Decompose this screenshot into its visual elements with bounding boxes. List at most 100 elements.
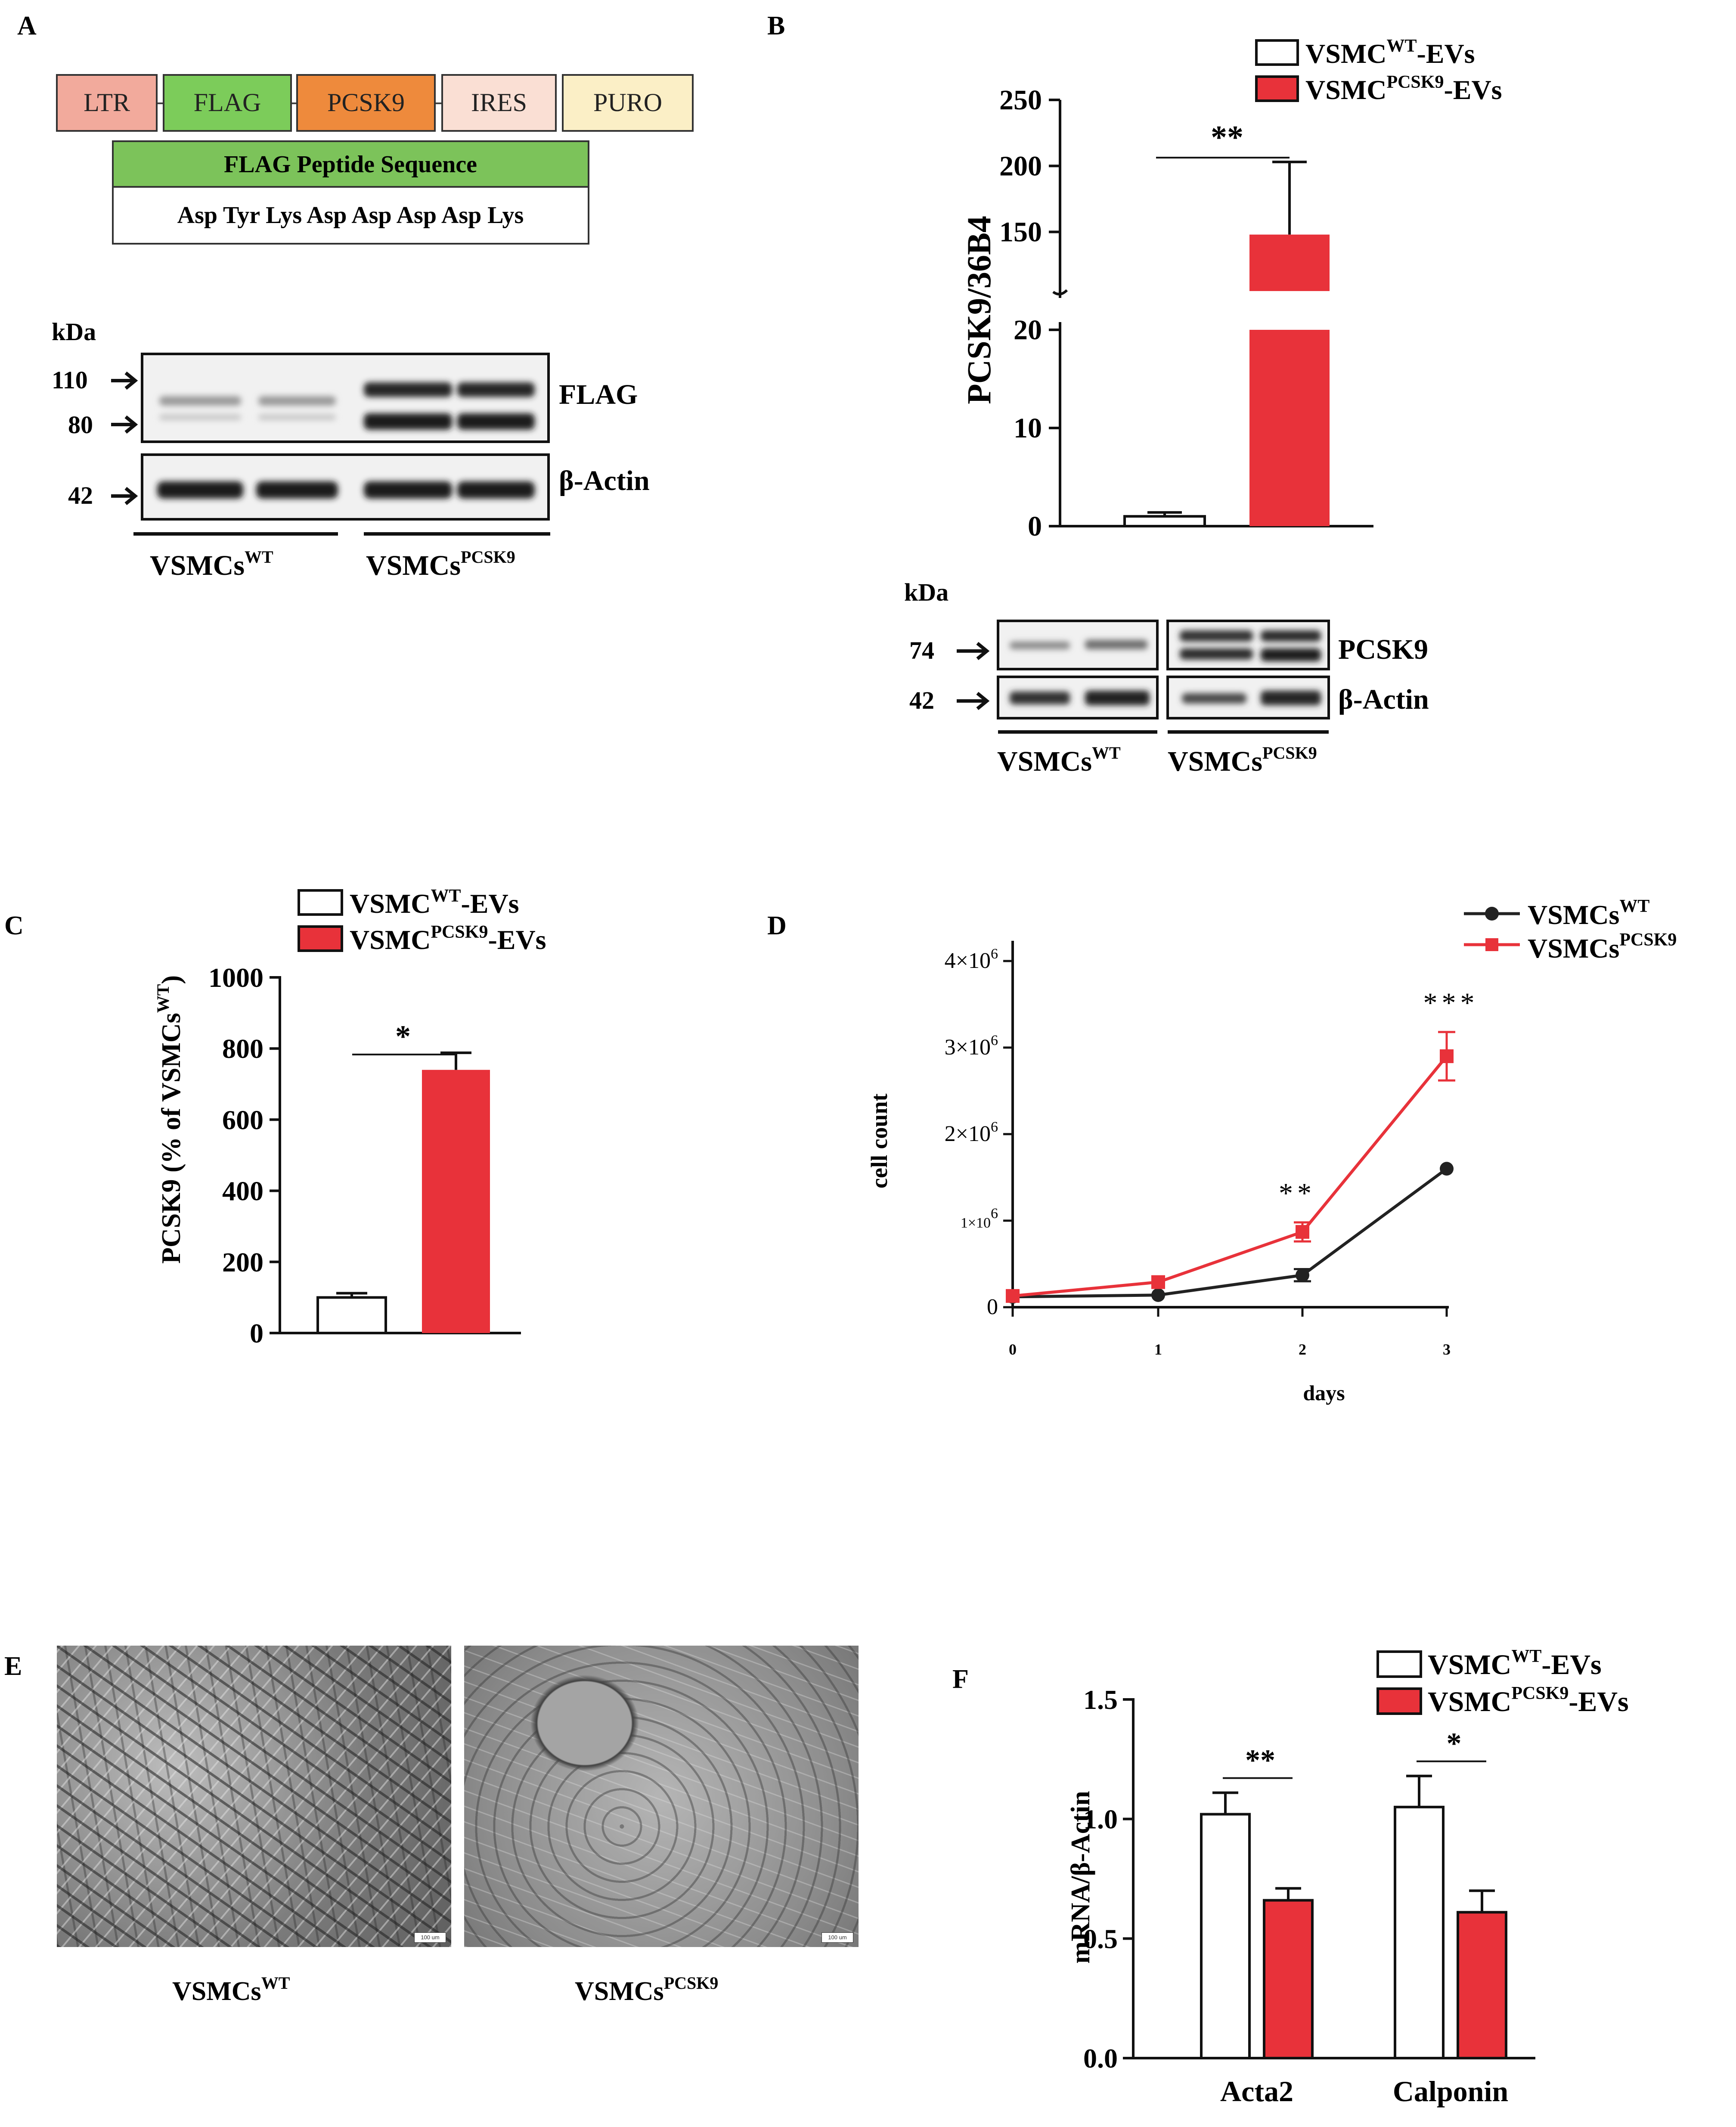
construct-segment-puro <box>562 74 694 132</box>
chart-b-bar-pcsk9-lower <box>1249 330 1330 526</box>
chart-d-ytick-label: 4×106 <box>945 946 998 973</box>
legend-c-swatch-pcsk9 <box>298 925 343 952</box>
construct-segment-pcsk9 <box>296 74 436 132</box>
chart-b-ylabel: PCSK9/36B4 <box>960 216 998 404</box>
chart-d-point-pcsk9 <box>1006 1289 1020 1303</box>
marker-arrows <box>111 371 138 505</box>
panel-label-a: A <box>17 11 37 40</box>
chart-d-point-pcsk9 <box>1440 1049 1454 1064</box>
chart-f: VSMCWT-EVs VSMCPCSK9-EVs mRNA/β-Actin 0.… <box>1066 1646 1629 2108</box>
chart-d-significance: ** <box>1279 1178 1316 1209</box>
panel-label-e: E <box>4 1652 22 1681</box>
chart-c-tick-label: 200 <box>222 1247 264 1277</box>
marker-arrows-b <box>957 642 990 710</box>
peptide-title: FLAG Peptide Sequence <box>224 151 477 178</box>
panel-label-b: B <box>767 11 785 40</box>
chart-f-tick-label: 1.0 <box>1083 1804 1118 1835</box>
chart-d-point-pcsk9 <box>1151 1275 1165 1289</box>
chart-d-xtick-label: 0 <box>1009 1341 1017 1358</box>
chart-c-bar-wt <box>316 1296 387 1334</box>
panel-label-c: C <box>4 911 24 940</box>
peptide-sequence: Asp Tyr Lys Asp Asp Asp Asp Lys <box>177 202 524 229</box>
chart-d-significance: *** <box>1423 987 1479 1019</box>
group-b-pcsk9: VSMCsPCSK9 <box>1168 743 1317 777</box>
marker-110: 110 <box>52 366 88 394</box>
legend-f-label-wt: VSMCWT-EVs <box>1428 1646 1602 1681</box>
legend-c-swatch-wt <box>298 889 343 916</box>
chart-b-tick-label: 200 <box>999 150 1042 182</box>
western-blot-b: kDa 74 42 PCSK9 β-Actin VSMCsWT VSMCsPCS… <box>904 578 1429 777</box>
chart-f-bar-acta2-pcsk9 <box>1263 1899 1314 2059</box>
group-b-wt: VSMCsWT <box>997 743 1121 777</box>
scale-bar-pcsk9: 100 um <box>822 1932 853 1943</box>
chart-d-ylabel: cell count <box>866 1094 892 1188</box>
construct-segment-ltr <box>56 74 158 132</box>
legend-d-label-wt: VSMCsWT <box>1528 896 1649 930</box>
panel-label-d: D <box>767 911 787 940</box>
western-blot-a: kDa 110 80 42 FLAG β-Actin VSMC <box>52 318 650 581</box>
chart-d-ytick-label: 1×106 <box>961 1206 998 1231</box>
kda-label: kDa <box>52 318 96 346</box>
chart-b-tick-label: 150 <box>999 217 1042 248</box>
chart-b-tick-label: 20 <box>1014 314 1042 346</box>
chart-f-tick-label: 1.5 <box>1083 1684 1118 1715</box>
blot-b-label-pcsk9: PCSK9 <box>1338 634 1428 665</box>
legend-d-marker-wt <box>1485 907 1499 921</box>
chart-f-tick-label: 0.0 <box>1083 2043 1118 2074</box>
image-label-wt: VSMCsWT <box>172 1973 290 2006</box>
chart-c-significance: * <box>395 1019 411 1054</box>
legend-f-swatch-pcsk9 <box>1376 1687 1422 1715</box>
legend-d-label-pcsk9: VSMCsPCSK9 <box>1528 930 1677 964</box>
chart-f-significance: ** <box>1245 1744 1275 1777</box>
construct-segment-flag <box>163 74 292 132</box>
chart-d-line-pcsk9 <box>1012 1055 1448 1298</box>
blot-label-flag: FLAG <box>559 379 638 410</box>
micrograph-pcsk9: 100 um <box>464 1646 859 1947</box>
chart-c: VSMCWT-EVs VSMCPCSK9-EVs PCSK9 (% of VSM… <box>153 886 546 1349</box>
chart-c-tick-label: 0 <box>250 1318 264 1349</box>
chart-d-xlabel: days <box>1303 1381 1345 1405</box>
chart-d-ytick-label: 2×106 <box>945 1119 998 1146</box>
legend-swatch-pcsk9-ev <box>1255 75 1299 102</box>
legend-f-label-pcsk9: VSMCPCSK9-EVs <box>1428 1684 1629 1718</box>
chart-d-point-pcsk9 <box>1296 1225 1309 1239</box>
chart-f-bar-acta2-wt <box>1200 1813 1251 2060</box>
chart-f-bar-calponin-wt <box>1394 1805 1445 2059</box>
legend-c-label-wt: VSMCWT-EVs <box>350 886 519 919</box>
kda-label-b: kDa <box>904 578 949 606</box>
chart-d-point-wt <box>1440 1162 1454 1176</box>
chart-f-tick-label: 0.5 <box>1083 1923 1118 1954</box>
chart-f-ylabel: mRNA/β-Actin <box>1066 1791 1095 1963</box>
chart-b-significance: ** <box>1211 119 1243 155</box>
chart-b-tick-label: 10 <box>1014 412 1042 444</box>
chart-d-xtick-label: 3 <box>1443 1341 1451 1358</box>
chart-d-ytick-label: 3×106 <box>945 1032 998 1060</box>
chart-d-point-wt <box>1296 1268 1309 1282</box>
blot-label-actin: β-Actin <box>559 465 650 496</box>
chart-b-bar-wt <box>1123 515 1206 527</box>
chart-d: VSMCsWT VSMCsPCSK9 days cell count 0 1×10… <box>866 896 1677 1405</box>
panel-label-f: F <box>952 1665 969 1694</box>
marker-42: 42 <box>68 481 93 509</box>
chart-d-line-wt <box>1012 1167 1448 1299</box>
construct-label-pcsk9: PCSK9 <box>327 88 405 117</box>
chart-b-bar-pcsk9-upper <box>1249 234 1330 291</box>
micrograph-wt: 100 um <box>57 1646 451 1947</box>
construct-label-flag: FLAG <box>194 88 261 117</box>
legend-swatch-wt-ev <box>1255 39 1299 66</box>
blot-b-pcsk9-treated <box>1166 620 1330 670</box>
marker-80: 80 <box>68 411 93 439</box>
construct-label-puro: PURO <box>593 88 662 117</box>
legend-d-marker-pcsk9 <box>1485 938 1498 951</box>
flag-peptide-table: FLAG Peptide Sequence Asp Tyr Lys Asp As… <box>112 140 589 245</box>
image-label-pcsk9: VSMCsPCSK9 <box>575 1973 718 2006</box>
scale-bar-wt: 100 um <box>414 1932 446 1943</box>
marker-42-b: 42 <box>909 686 934 714</box>
chart-d-point-wt <box>1151 1288 1165 1302</box>
construct-label-ires: IRES <box>471 88 527 117</box>
chart-f-significance: * <box>1447 1727 1462 1761</box>
legend-label-wt-ev: VSMCWT-EVs <box>1305 36 1475 69</box>
chart-b-tick-label: 250 <box>999 84 1042 116</box>
chart-b: VSMCWT-EVs VSMCPCSK9-EVs 0 10 20 150 200 250 P… <box>960 36 1502 542</box>
